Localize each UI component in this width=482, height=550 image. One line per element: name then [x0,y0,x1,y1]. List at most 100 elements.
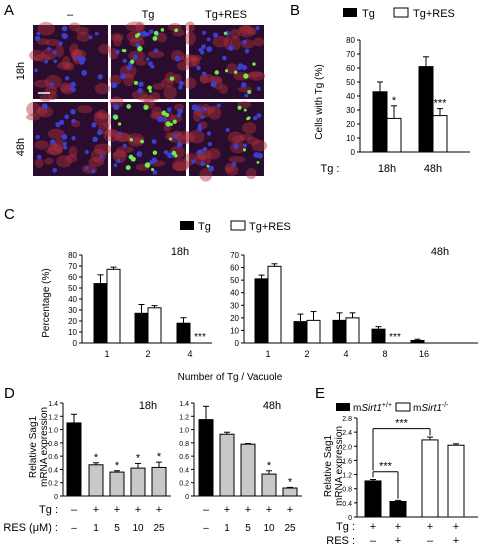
cell-body [131,90,148,100]
parasite-dot [234,70,238,74]
y-tick-label: 10 [68,328,77,337]
parasite-dot [223,31,227,35]
panel-e-condition-rows: + – + + + – + + [370,521,459,547]
cell-body [88,156,105,167]
cell-body [94,83,111,95]
significance-mark: * [288,476,293,488]
parasite-dot [169,137,173,141]
nucleus-dot [194,106,201,112]
tg-sign: + [287,504,293,516]
cell-body [176,61,192,71]
cell-body [45,147,63,155]
nucleus-dot [206,37,211,42]
nucleus-dot [61,25,68,32]
nucleus-dot [92,136,98,143]
x-category-label: 16 [419,349,429,359]
nucleus-dot [256,86,261,91]
significance-mark: * [392,95,397,107]
panel-e-res-label: RES : [326,535,355,547]
significance-mark: *** [395,418,409,430]
panel-e-tg-label: Tg : [336,521,355,533]
panel-e-letter: E [315,385,325,402]
panel-e-legend-ko: mSirt1-/- [413,402,449,414]
micrograph-panel [189,25,264,99]
cell-body [240,39,255,49]
y-tick-label: 0 [348,515,352,522]
nucleus-dot [146,32,150,37]
nucleus-dot [197,125,203,132]
nucleus-dot [97,129,103,136]
nucleus-dot [210,81,217,88]
nucleus-dot [91,122,97,128]
nucleus-dot [116,158,121,163]
parasite-dot [171,150,177,156]
y-tick-label: 0 [351,148,356,157]
bar [372,91,388,153]
y-tick-label: 40 [346,92,355,101]
tg-sign: + [370,521,376,533]
res-concentration: 5 [245,523,251,534]
cell-body [41,48,57,61]
y-tick-label: 60 [346,64,355,73]
y-tick-label: 30 [68,306,77,315]
cell-body [116,146,134,153]
nucleus-dot [227,45,234,51]
nucleus-dot [136,151,143,157]
bar [267,265,282,344]
panel-c-left-title: 18h [171,246,189,258]
cell-body [147,50,165,58]
nucleus-dot [52,50,57,55]
cell-body [239,25,252,35]
cell-body [193,154,212,166]
nucleus-dot [212,32,219,38]
y-tick-label: 1.4 [179,401,189,408]
bar [389,500,407,518]
cell-body [232,135,246,143]
nucleus-dot [157,116,164,123]
cell-body [212,35,229,48]
nucleus-dot [122,143,127,148]
res-concentration: – [203,523,209,534]
cell-body [104,128,119,137]
nucleus-dot [191,159,196,164]
cell-body [135,59,147,66]
bar [88,464,104,497]
parasite-dot [237,105,242,110]
bar [432,115,448,153]
significance-mark: * [94,452,99,464]
y-tick-label: 1.6 [342,458,352,465]
panel-c-right-title: 48h [431,246,449,258]
y-tick-label: 60 [230,264,239,273]
cell-body [34,140,49,150]
panel-e-chart: 0 0.4 0.8 1.2 1.6 2.0 2.4 2.8 *** *** [342,416,478,522]
panel-d-res-label: RES (μM) : [3,522,58,534]
parasite-dot [152,36,158,41]
y-tick-label: 0.4 [179,467,189,474]
nucleus-dot [35,134,40,140]
nucleus-dot [43,104,48,109]
y-tick-label: 0.8 [342,487,352,494]
x-category-label: 2 [145,349,150,359]
nucleus-dot [84,166,89,171]
significance-mark: *** [389,332,401,343]
cell-body [112,151,128,158]
y-tick-label: 50 [68,284,77,293]
nucleus-dot [47,46,51,51]
panel-a-col-label: – [67,9,74,21]
bar [106,268,121,344]
nucleus-dot [70,87,76,93]
nucleus-dot [242,143,247,148]
nucleus-dot [53,59,58,64]
cell-body [184,77,197,89]
parasite-dot [247,116,251,120]
panel-b-legend-tgres: Tg+RES [413,8,455,20]
nucleus-dot [233,143,239,149]
parasite-dot [252,62,256,66]
bar [410,339,425,344]
nucleus-dot [176,113,182,118]
nucleus-dot [200,50,205,55]
parasite-dot [129,138,134,142]
y-tick-label: 20 [68,317,77,326]
cell-body [48,91,58,101]
